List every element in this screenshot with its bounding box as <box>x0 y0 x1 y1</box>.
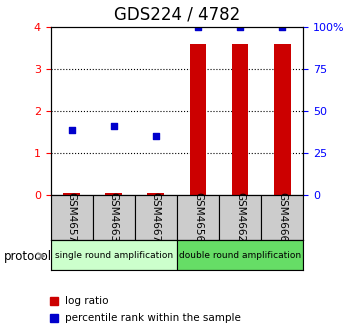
Text: protocol: protocol <box>4 250 52 262</box>
Bar <box>190 44 206 195</box>
Bar <box>51 240 177 270</box>
Text: single round amplification: single round amplification <box>55 251 173 260</box>
Bar <box>135 195 177 240</box>
Text: GSM4657: GSM4657 <box>66 193 77 243</box>
Bar <box>177 195 219 240</box>
Text: log ratio: log ratio <box>65 296 108 306</box>
Bar <box>63 193 80 195</box>
Text: percentile rank within the sample: percentile rank within the sample <box>65 312 241 323</box>
Text: GSM4662: GSM4662 <box>235 193 245 243</box>
Bar <box>93 195 135 240</box>
Text: GSM4656: GSM4656 <box>193 193 203 243</box>
Bar <box>232 44 248 195</box>
Bar <box>147 193 164 195</box>
Text: GSM4667: GSM4667 <box>151 193 161 243</box>
Bar <box>219 195 261 240</box>
Point <box>111 123 117 128</box>
Bar <box>261 195 303 240</box>
Bar <box>105 193 122 195</box>
Point <box>237 24 243 30</box>
Bar <box>51 195 93 240</box>
Point <box>153 133 159 139</box>
Text: double round amplification: double round amplification <box>179 251 301 260</box>
Point <box>195 24 201 30</box>
Text: GSM4663: GSM4663 <box>109 193 119 243</box>
Point <box>279 24 285 30</box>
Title: GDS224 / 4782: GDS224 / 4782 <box>114 6 240 24</box>
Text: GSM4666: GSM4666 <box>277 193 287 243</box>
Bar <box>177 240 303 270</box>
Point <box>69 127 74 132</box>
Bar <box>274 44 291 195</box>
